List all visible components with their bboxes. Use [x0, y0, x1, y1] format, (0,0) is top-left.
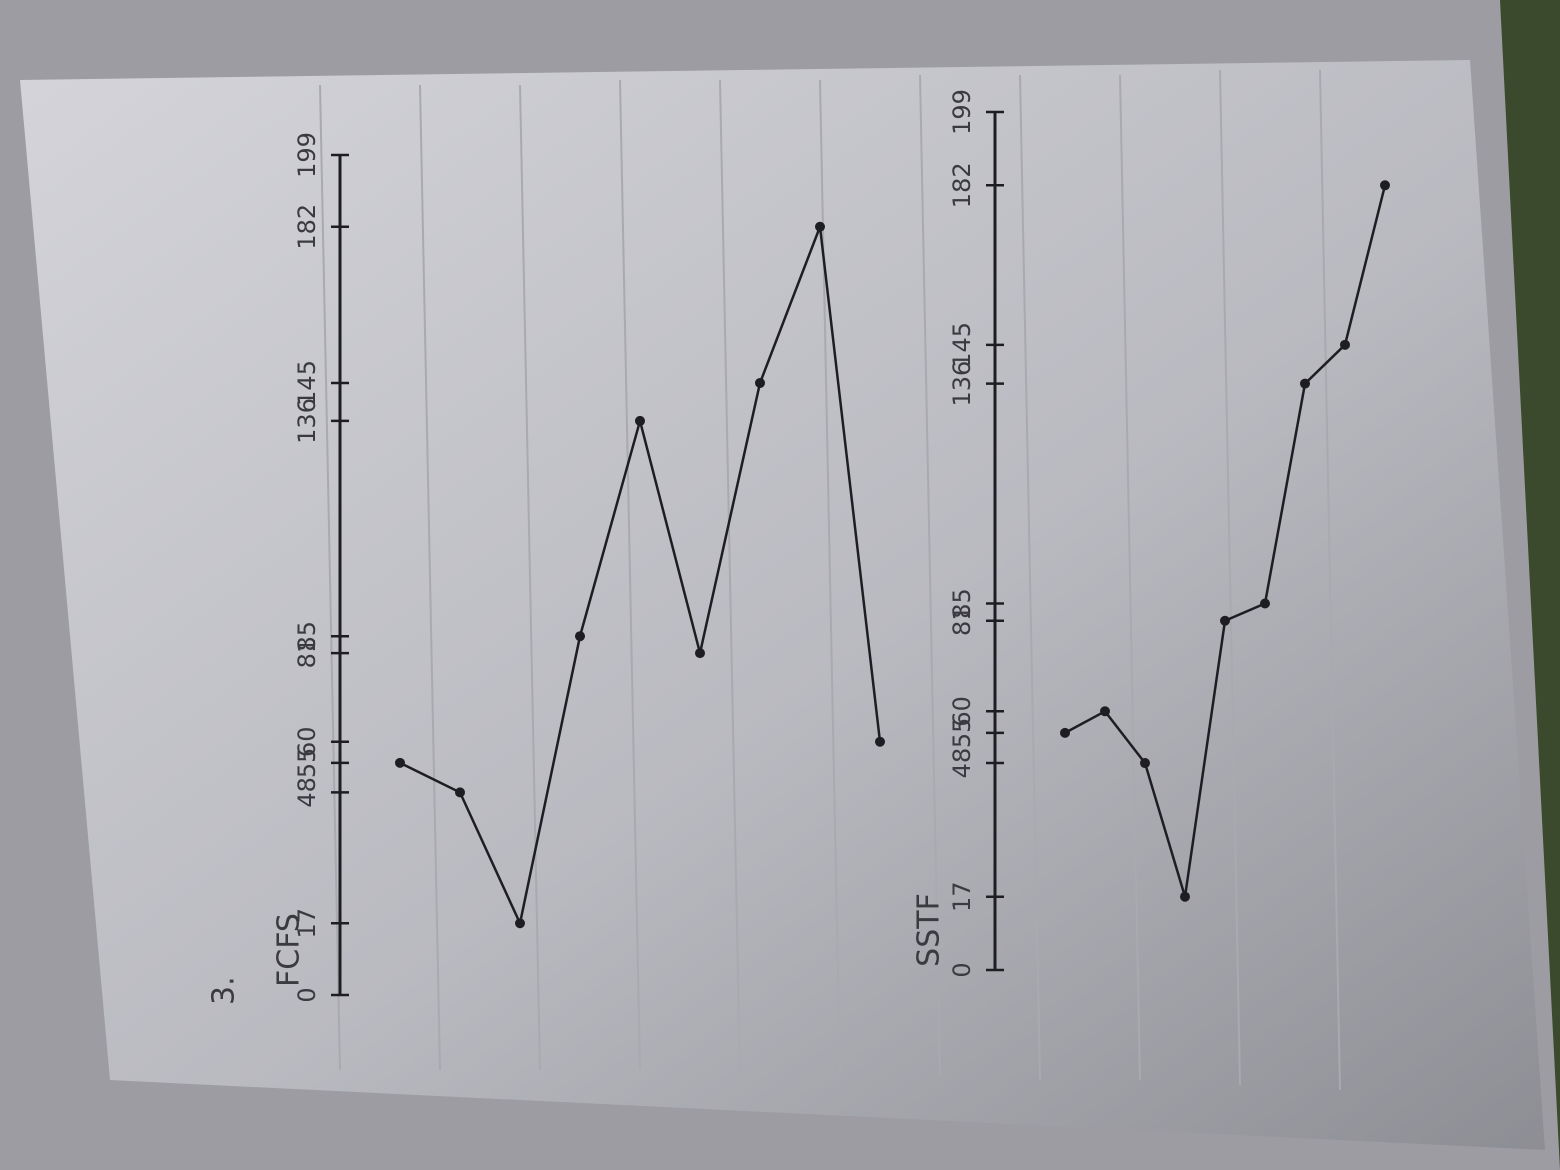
seek-point — [1180, 891, 1190, 902]
seek-point — [1140, 758, 1150, 769]
seek-point — [455, 787, 465, 798]
seek-point — [755, 377, 765, 388]
tick-label: 60 — [948, 696, 976, 727]
tick-label: 199 — [293, 132, 321, 178]
seek-point — [1220, 615, 1230, 626]
seek-point — [575, 631, 585, 642]
tick-label: 145 — [948, 322, 976, 368]
tick-label: 60 — [293, 726, 321, 757]
seek-point — [695, 648, 705, 659]
tick-label: 48 — [293, 777, 321, 808]
tick-label: 48 — [948, 748, 976, 779]
tick-label: 0 — [948, 962, 976, 977]
seek-point — [1060, 727, 1070, 738]
tick-label: 17 — [948, 881, 976, 912]
tick-label: 81 — [948, 605, 976, 636]
tick-label: 85 — [948, 588, 976, 619]
chart-title: SSTF — [912, 893, 947, 967]
tick-label: 136 — [948, 361, 976, 407]
question-number: 3. — [207, 976, 242, 1005]
seek-point — [1100, 706, 1110, 717]
tick-label: 182 — [293, 204, 321, 250]
tick-label: 81 — [293, 638, 321, 669]
seek-point — [1340, 339, 1350, 350]
seek-point — [515, 918, 525, 929]
tick-label: 145 — [293, 360, 321, 406]
seek-point — [875, 736, 885, 747]
seek-point — [1300, 378, 1310, 389]
seek-point — [635, 415, 645, 426]
tick-label: 17 — [293, 908, 321, 939]
tick-label: 0 — [293, 987, 321, 1002]
tick-label: 55 — [948, 718, 976, 749]
chart-title: FCFS — [272, 913, 307, 987]
seek-point — [395, 757, 405, 768]
seek-point — [1260, 598, 1270, 609]
tick-label: 136 — [293, 398, 321, 444]
seek-point — [815, 221, 825, 232]
tick-label: 55 — [293, 748, 321, 779]
seek-point — [1380, 180, 1390, 191]
tick-label: 182 — [948, 162, 976, 208]
tick-label: 199 — [948, 89, 976, 135]
notebook-page — [20, 60, 1545, 1150]
tick-label: 85 — [293, 621, 321, 652]
